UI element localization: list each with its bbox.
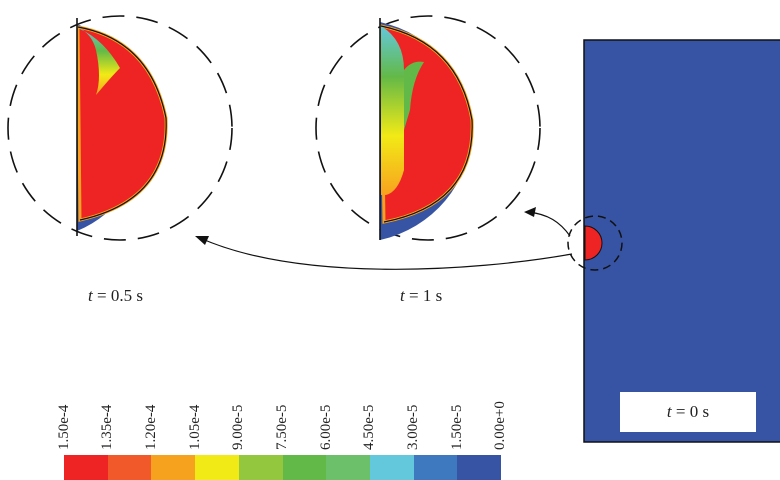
- colorbar-swatch: [457, 455, 502, 480]
- jet-plume: [78, 27, 120, 95]
- legend-labels: 1.50e-4 1.35e-4 1.20e-4 1.05e-4 9.00e-5 …: [56, 360, 516, 450]
- jet-plume-tail: [404, 61, 424, 130]
- bubble-region: [76, 25, 168, 222]
- zoom-circle-dashed: [7, 15, 233, 241]
- legend-label: 9.00e-5: [230, 404, 246, 450]
- legend-label: 1.50e-5: [449, 404, 465, 450]
- time-symbol: t: [88, 286, 93, 305]
- colorbar-swatch: [238, 455, 283, 480]
- time-label-t1: t = 1 s: [400, 286, 442, 306]
- jet-plume: [381, 26, 404, 195]
- initial-bubble: [584, 225, 603, 261]
- colorbar-swatch: [107, 455, 152, 480]
- legend-label: 1.50e-4: [56, 404, 72, 450]
- legend-label: 1.20e-4: [143, 404, 159, 450]
- colorbar-swatch: [151, 455, 196, 480]
- colorbar-swatch: [369, 455, 414, 480]
- time-value: = 0.5 s: [92, 286, 143, 305]
- zoom-circle-small: [567, 215, 623, 271]
- legend-label: 1.35e-4: [99, 404, 115, 450]
- colorbar-swatch: [282, 455, 327, 480]
- legend-label: 0.00e+0: [492, 401, 508, 450]
- zoom-panel-t05: [7, 15, 233, 241]
- domain-rect: [583, 39, 780, 443]
- legend-label: 1.05e-4: [187, 404, 203, 450]
- time-label-box-t0: t = 0 s: [620, 392, 756, 432]
- bubble-outline: [380, 25, 473, 223]
- time-label-t0: t = 0 s: [667, 402, 709, 422]
- arrow-to-t05: [199, 237, 573, 270]
- time-symbol: t: [400, 286, 405, 305]
- legend-label: 7.50e-5: [274, 404, 290, 450]
- colorbar-swatch: [326, 455, 370, 480]
- time-value: = 0 s: [671, 402, 710, 421]
- legend-label: 6.00e-5: [318, 404, 334, 450]
- colorbar: [64, 455, 502, 480]
- bubble-outline: [77, 26, 167, 221]
- legend-label: 4.50e-5: [361, 404, 377, 450]
- arrow-head-t1: [524, 207, 536, 217]
- zoom-circle-dashed: [315, 15, 541, 241]
- arrow-to-t1: [527, 211, 571, 237]
- zoom-panel-t1: [315, 15, 541, 241]
- time-value: = 1 s: [404, 286, 443, 305]
- arrow-head-t05: [195, 236, 209, 245]
- legend-label: 3.00e-5: [405, 404, 421, 450]
- colorbar-swatch: [64, 455, 108, 480]
- colorbar-swatch: [413, 455, 458, 480]
- time-symbol: t: [666, 402, 672, 421]
- colorbar-swatch: [195, 455, 239, 480]
- time-label-t05: t = 0.5 s: [88, 286, 143, 306]
